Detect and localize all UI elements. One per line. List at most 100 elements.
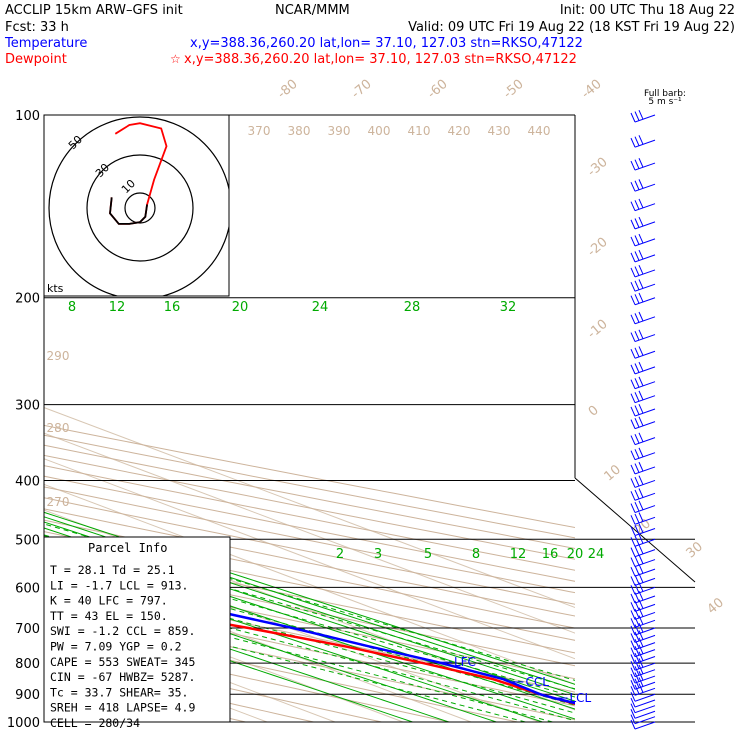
parcel-info-row: TT = 43 EL = 150. bbox=[50, 609, 168, 623]
wind-barb-staff bbox=[634, 627, 656, 636]
isotherm-line bbox=[44, 535, 540, 722]
wind-barb-staff bbox=[634, 559, 656, 568]
wind-barb-staff bbox=[634, 505, 656, 514]
wind-barb-staff bbox=[634, 716, 656, 725]
wind-barb-staff bbox=[634, 656, 656, 664]
wind-barb-feather bbox=[630, 602, 636, 612]
wind-barb-feather bbox=[634, 659, 640, 669]
wind-barb-staff bbox=[634, 203, 656, 212]
wind-barb-feather bbox=[630, 515, 636, 525]
wind-barb-feather bbox=[630, 267, 636, 278]
isotherm-label: -60 bbox=[425, 77, 451, 102]
wind-barb-feather bbox=[634, 313, 640, 323]
wind-barb-feather bbox=[630, 697, 636, 708]
wind-barb-staff bbox=[634, 114, 656, 123]
wind-barb-staff bbox=[634, 549, 656, 558]
wind-barb-feather bbox=[638, 590, 644, 601]
ccl-marker-label: CCL bbox=[525, 675, 549, 689]
wind-barb-feather bbox=[638, 683, 644, 693]
wind-barb-feather bbox=[630, 547, 636, 557]
dry-adiabat-line bbox=[44, 486, 575, 594]
wind-barb-feather bbox=[634, 624, 640, 634]
isotherm-line bbox=[44, 432, 575, 634]
dry-adiabat-line bbox=[44, 508, 575, 617]
wind-barb-feather bbox=[638, 607, 644, 617]
wind-barb-feather bbox=[630, 236, 636, 247]
temperature-location: x,y=388.36,260.20 lat,lon= 37.10, 127.03… bbox=[190, 36, 583, 51]
wind-barb-feather bbox=[630, 647, 636, 657]
hodograph-unit: kts bbox=[47, 282, 64, 295]
mixing-ratio-line bbox=[44, 521, 575, 696]
org-title: NCAR/MMM bbox=[275, 3, 350, 18]
wind-barb-feather bbox=[634, 583, 640, 594]
parcel-info-row: SWI = -1.2 CCL = 859. bbox=[50, 624, 195, 638]
wind-barb-staff bbox=[634, 538, 656, 547]
wind-barb-feather bbox=[638, 216, 644, 227]
wind-barb-feather bbox=[634, 652, 640, 663]
wind-barb-feather bbox=[630, 557, 636, 567]
mixing-ratio-label-lower: 12 bbox=[510, 547, 527, 562]
pressure-label: 800 bbox=[15, 657, 40, 672]
wind-barb-feather bbox=[634, 639, 640, 649]
wind-barb-staff bbox=[634, 437, 656, 446]
dewpoint-legend: Dewpoint bbox=[5, 52, 67, 67]
wind-barb-feather bbox=[638, 500, 644, 510]
barb-header-line1: Full barb: bbox=[644, 89, 686, 99]
wind-barb-staff bbox=[634, 492, 656, 501]
mixing-ratio-label-lower: 3 bbox=[374, 547, 382, 562]
parcel-info-row: T = 28.1 Td = 25.1 bbox=[50, 563, 175, 577]
valid-time: Valid: 09 UTC Fri 19 Aug 22 (18 KST Fri … bbox=[408, 20, 735, 35]
isotherm-label: 10 bbox=[602, 462, 624, 484]
wind-barb-feather bbox=[634, 535, 640, 546]
mixing-ratio-label-lower: 5 bbox=[424, 547, 432, 562]
wind-barb-feather bbox=[630, 585, 636, 595]
wind-barb-feather bbox=[634, 434, 640, 444]
lfc-marker-label: LFC bbox=[454, 655, 476, 669]
dry-adiabat-line bbox=[44, 465, 575, 571]
wind-barb-feather bbox=[634, 592, 640, 602]
barb-header-line2: 5 m s⁻¹ bbox=[648, 97, 682, 107]
pressure-label: 500 bbox=[15, 533, 40, 548]
isotherm-label: -50 bbox=[501, 77, 527, 102]
pressure-label: 100 bbox=[15, 109, 40, 124]
dewpoint-profile bbox=[44, 588, 575, 706]
wind-barb-feather bbox=[638, 264, 644, 275]
wind-barb-staff bbox=[634, 603, 656, 612]
wind-barb-feather bbox=[638, 664, 644, 675]
isotherm-label: -80 bbox=[275, 77, 301, 102]
wind-barb-staff bbox=[634, 297, 656, 306]
wind-barb-feather bbox=[630, 654, 636, 664]
mixing-ratio-label: 20 bbox=[232, 300, 249, 315]
temperature-legend: Temperature bbox=[4, 36, 87, 51]
wind-barb-feather bbox=[638, 376, 644, 387]
wind-barb-staff bbox=[634, 619, 656, 628]
moist-adiabat-line bbox=[44, 589, 553, 722]
theta-label: 370 bbox=[248, 124, 271, 138]
wind-barb-feather bbox=[630, 692, 636, 702]
wind-barb-feather bbox=[634, 418, 640, 428]
wind-barb-staff bbox=[634, 350, 656, 359]
theta-label-left: 270 bbox=[47, 495, 70, 509]
hodograph-lowlevel-trace bbox=[109, 197, 148, 225]
wind-barb-feather bbox=[630, 593, 636, 604]
wind-barb-feather bbox=[630, 137, 636, 148]
hodograph-ring-50 bbox=[48, 116, 229, 296]
wind-barb-feather bbox=[638, 677, 644, 687]
wind-barb-feather bbox=[638, 346, 644, 356]
theta-label: 400 bbox=[368, 124, 391, 138]
wind-barb-staff bbox=[634, 283, 656, 292]
pressure-label: 1000 bbox=[7, 716, 40, 731]
isotherm-label: -40 bbox=[579, 77, 605, 102]
wind-barb-feather bbox=[630, 364, 636, 375]
wind-barb-feather bbox=[638, 249, 644, 260]
wind-barb-feather bbox=[638, 488, 644, 498]
wind-barb-staff bbox=[634, 662, 656, 671]
wind-barb-feather bbox=[638, 198, 644, 209]
parcel-info-frame bbox=[43, 536, 231, 723]
wind-barb-feather bbox=[630, 450, 636, 460]
dry-adiabat-line bbox=[44, 605, 575, 721]
dry-adiabat-line bbox=[44, 475, 575, 582]
wind-barb-feather bbox=[638, 361, 644, 372]
wind-barb-feather bbox=[638, 403, 644, 414]
wind-barb-feather bbox=[630, 393, 636, 403]
